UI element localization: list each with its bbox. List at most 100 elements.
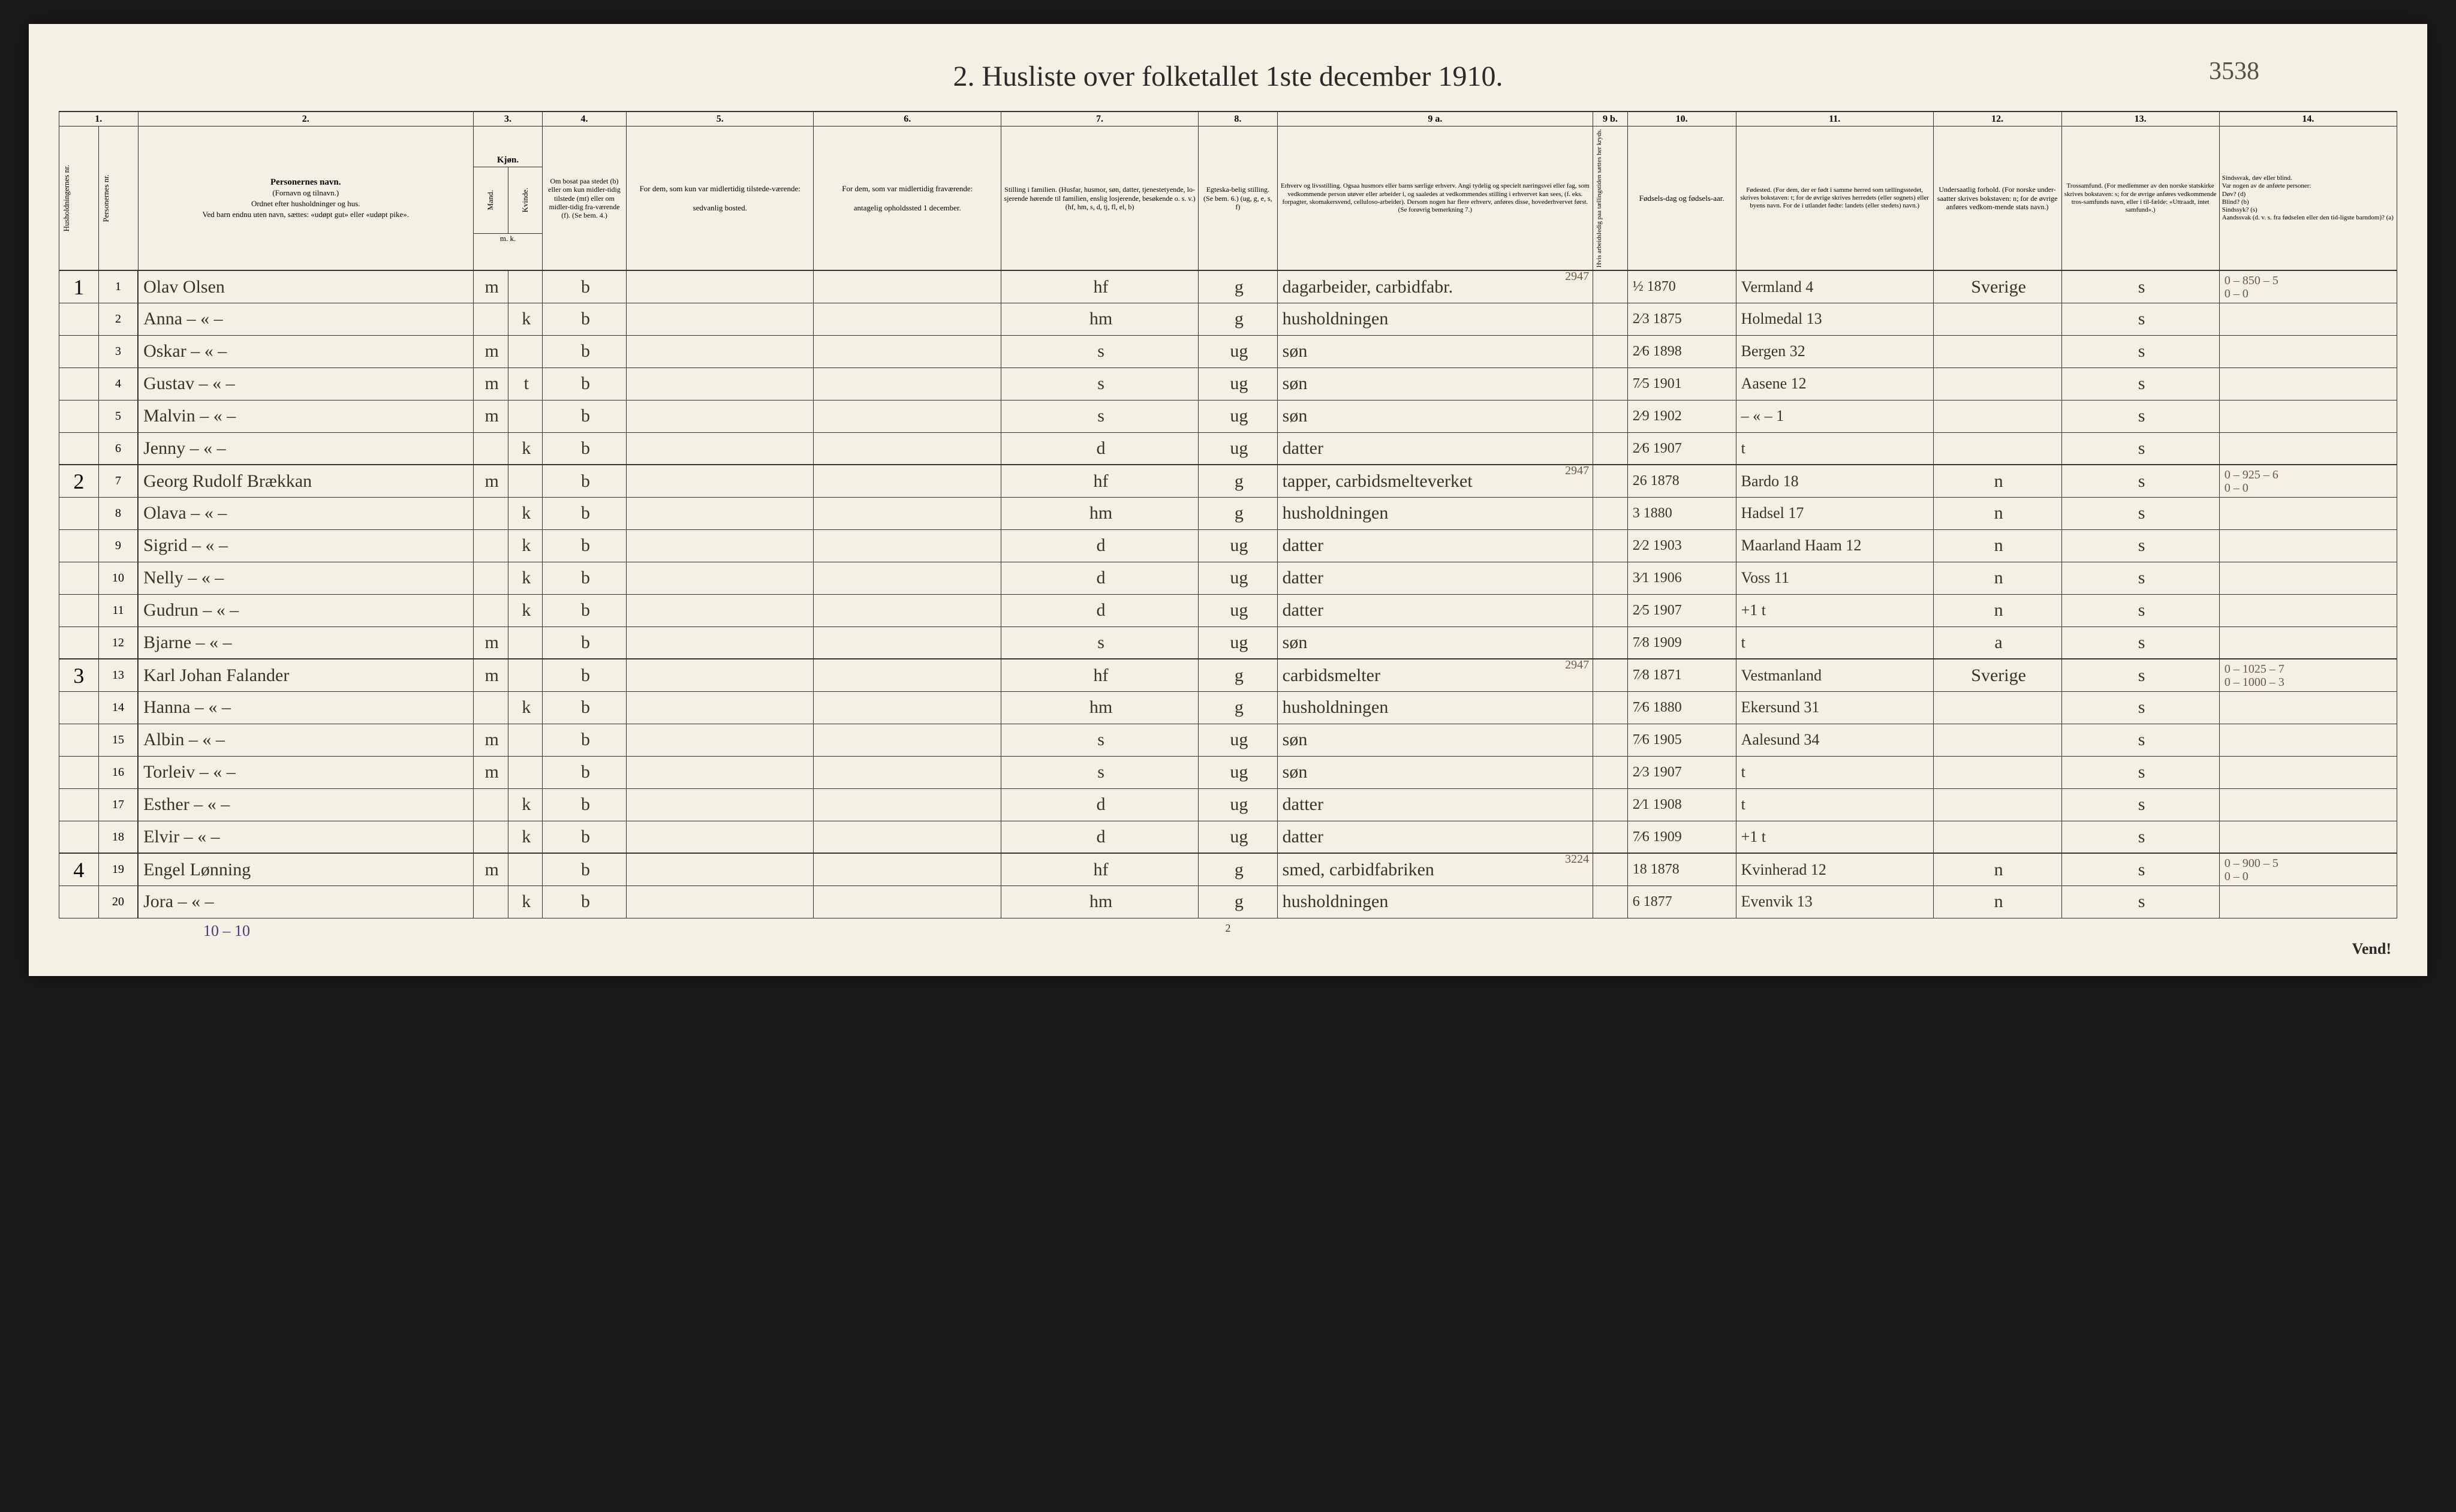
- cell-residence: b: [543, 562, 627, 594]
- cell-temp-absent: [814, 335, 1001, 368]
- cell-disability: [2219, 821, 2397, 853]
- cell-person-nr: 5: [98, 400, 138, 432]
- cell-birthdate: ½ 1870: [1627, 270, 1736, 303]
- cell-nationality: n: [1933, 497, 2061, 529]
- cell-person-nr: 3: [98, 335, 138, 368]
- cell-household: [59, 432, 99, 465]
- cell-birthplace: Evenvik 13: [1736, 885, 1933, 918]
- cell-person-nr: 6: [98, 432, 138, 465]
- cell-unemployed: [1593, 788, 1628, 821]
- cell-marital: g: [1199, 885, 1278, 918]
- table-row: 9Sigrid – « –kbdugdatter2⁄2 1903Maarland…: [59, 529, 2397, 562]
- cell-temp-absent: [814, 885, 1001, 918]
- cell-relation: hf: [1001, 465, 1199, 497]
- table-row: 6Jenny – « –kbdugdatter2⁄6 1907ts: [59, 432, 2397, 465]
- cell-birthdate: 2⁄1 1908: [1627, 788, 1736, 821]
- cell-residence: b: [543, 853, 627, 885]
- cell-nationality: [1933, 368, 2061, 400]
- cell-sex-m: [473, 529, 508, 562]
- header-marital: Egteska-belig stilling. (Se bem. 6.) (ug…: [1199, 126, 1278, 271]
- cell-name: Olava – « –: [138, 497, 473, 529]
- occupation-code: 2947: [1565, 658, 1589, 672]
- cell-birthdate: 7⁄8 1871: [1627, 659, 1736, 691]
- cell-religion: s: [2061, 562, 2219, 594]
- cell-religion: s: [2061, 432, 2219, 465]
- cell-sex-m: m: [473, 724, 508, 756]
- cell-name: Jenny – « –: [138, 432, 473, 465]
- cell-disability: [2219, 756, 2397, 788]
- table-row: 313Karl Johan Falandermbhfgcarbidsmelter…: [59, 659, 2397, 691]
- cell-religion: s: [2061, 529, 2219, 562]
- cell-sex-m: [473, 788, 508, 821]
- cell-temp-present: [626, 465, 814, 497]
- cell-disability: 0 – 1025 – 7 0 – 1000 – 3: [2219, 659, 2397, 691]
- cell-religion: s: [2061, 691, 2219, 724]
- cell-disability: [2219, 562, 2397, 594]
- cell-person-nr: 4: [98, 368, 138, 400]
- cell-marital: g: [1199, 465, 1278, 497]
- cell-sex-k: [508, 756, 543, 788]
- cell-occupation: søn: [1277, 368, 1593, 400]
- cell-birthplace: Vestmanland: [1736, 659, 1933, 691]
- cell-unemployed: [1593, 335, 1628, 368]
- cell-disability: [2219, 627, 2397, 659]
- cell-sex-m: [473, 821, 508, 853]
- cell-birthdate: 7⁄6 1909: [1627, 821, 1736, 853]
- cell-relation: hf: [1001, 270, 1199, 303]
- cell-household: 4: [59, 853, 99, 885]
- cell-temp-present: [626, 368, 814, 400]
- cell-nationality: [1933, 691, 2061, 724]
- col-num-1: 1.: [59, 112, 139, 126]
- header-residence: Om bosat paa stedet (b) eller om kun mid…: [543, 126, 627, 271]
- cell-disability: [2219, 497, 2397, 529]
- cell-temp-present: [626, 400, 814, 432]
- cell-relation: d: [1001, 821, 1199, 853]
- col-num-2: 2.: [138, 112, 473, 126]
- cell-birthdate: 2⁄6 1898: [1627, 335, 1736, 368]
- cell-residence: b: [543, 529, 627, 562]
- cell-name: Elvir – « –: [138, 821, 473, 853]
- cell-occupation: husholdningen: [1277, 303, 1593, 335]
- cell-birthplace: Aasene 12: [1736, 368, 1933, 400]
- cell-person-nr: 19: [98, 853, 138, 885]
- cell-household: 1: [59, 270, 99, 303]
- cell-relation: s: [1001, 400, 1199, 432]
- cell-relation: d: [1001, 788, 1199, 821]
- cell-religion: s: [2061, 400, 2219, 432]
- cell-nationality: n: [1933, 853, 2061, 885]
- cell-name: Jora – « –: [138, 885, 473, 918]
- cell-name: Georg Rudolf Brækkan: [138, 465, 473, 497]
- cell-name: Malvin – « –: [138, 400, 473, 432]
- header-temp-absent: For dem, som var midlertidig fraværende:…: [814, 126, 1001, 271]
- cell-sex-k: [508, 335, 543, 368]
- cell-disability: [2219, 432, 2397, 465]
- cell-birthdate: 7⁄8 1909: [1627, 627, 1736, 659]
- census-page: 3538 2. Husliste over folketallet 1ste d…: [29, 24, 2427, 976]
- cell-temp-present: [626, 432, 814, 465]
- cell-birthplace: Vermland 4: [1736, 270, 1933, 303]
- cell-sex-k: k: [508, 885, 543, 918]
- cell-birthdate: 3⁄1 1906: [1627, 562, 1736, 594]
- cell-residence: b: [543, 594, 627, 627]
- cell-sex-m: [473, 562, 508, 594]
- col-num-7: 7.: [1001, 112, 1199, 126]
- cell-nationality: n: [1933, 562, 2061, 594]
- cell-occupation: dagarbeider, carbidfabr.2947: [1277, 270, 1593, 303]
- cell-unemployed: [1593, 594, 1628, 627]
- cell-temp-present: [626, 691, 814, 724]
- cell-nationality: Sverige: [1933, 659, 2061, 691]
- cell-sex-k: [508, 270, 543, 303]
- cell-disability: [2219, 594, 2397, 627]
- cell-temp-present: [626, 724, 814, 756]
- col-num-14: 14.: [2219, 112, 2397, 126]
- cell-sex-m: [473, 691, 508, 724]
- census-table: 1. 2. 3. 4. 5. 6. 7. 8. 9 a. 9 b. 10. 11…: [59, 111, 2397, 918]
- cell-birthdate: 7⁄5 1901: [1627, 368, 1736, 400]
- cell-temp-absent: [814, 853, 1001, 885]
- cell-relation: hm: [1001, 691, 1199, 724]
- cell-marital: ug: [1199, 724, 1278, 756]
- cell-religion: s: [2061, 497, 2219, 529]
- cell-temp-absent: [814, 303, 1001, 335]
- cell-name: Olav Olsen: [138, 270, 473, 303]
- table-row: 16Torleiv – « –mbsugsøn2⁄3 1907ts: [59, 756, 2397, 788]
